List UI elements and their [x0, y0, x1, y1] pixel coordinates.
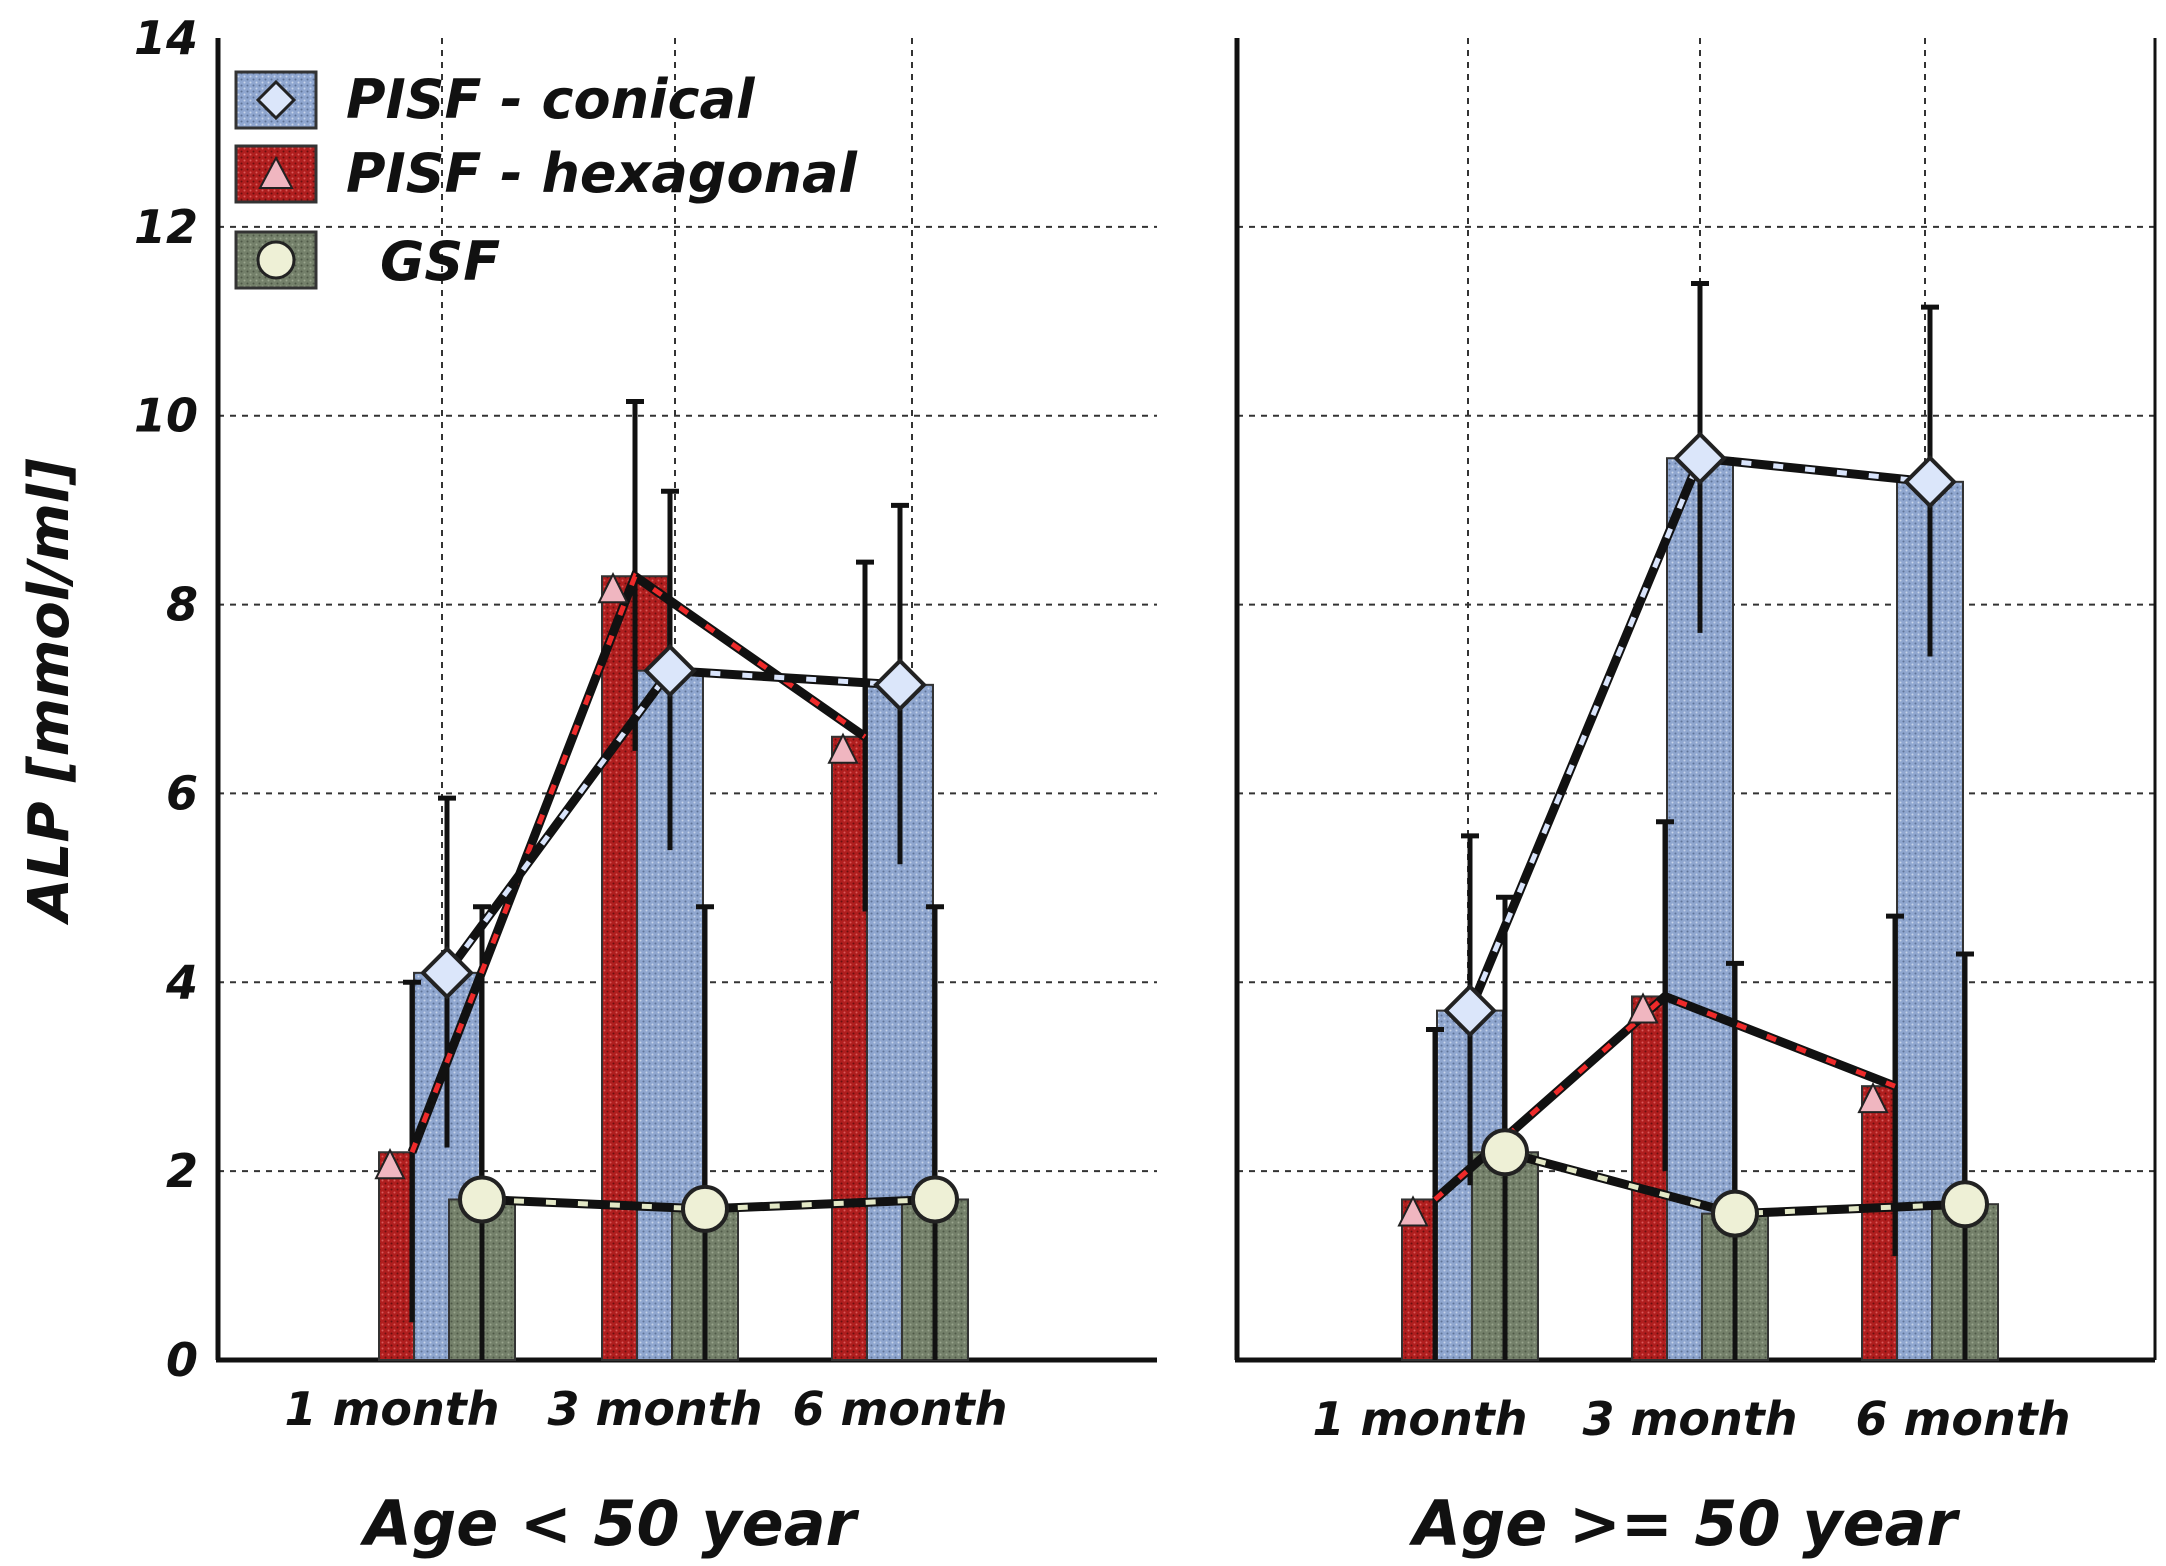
y-tick-label: 0: [166, 1333, 198, 1387]
point-hexagonal: [1627, 992, 1659, 1024]
y-axis-label: ALP [mmol/ml]: [17, 458, 82, 926]
y-tick-label: 2: [166, 1144, 198, 1198]
legend-label-gsf: GSF: [380, 230, 500, 293]
point-conical: [643, 643, 697, 698]
point-gsf: [1481, 1128, 1529, 1177]
x-tick-label: 3 month: [1582, 1392, 1797, 1446]
panel-age-under-50: 1 month 3 month 6 month: [215, 38, 1157, 1436]
point-conical: [1673, 431, 1727, 486]
y-tick-label: 14: [134, 11, 198, 65]
y-tick-labels: 0 2 4 6 8 10 12 14: [134, 11, 198, 1387]
series-line-accent-conical: [1467, 455, 1931, 1012]
legend-marker-hexagonal-icon: [258, 155, 294, 189]
y-tick-label: 12: [134, 200, 198, 254]
legend: PISF - conical PISF - hexagonal GSF: [234, 68, 858, 293]
series-line-accent-gsf: [1504, 1149, 1966, 1217]
x-tick-label: 6 month: [1855, 1392, 2070, 1446]
point-hexagonal: [1857, 1081, 1889, 1114]
x-tick-label: 1 month: [1312, 1392, 1527, 1446]
point-gsf: [1941, 1180, 1989, 1229]
x-tick-label: 3 month: [547, 1382, 762, 1436]
point-conical: [1903, 454, 1957, 509]
point-conical: [1443, 983, 1497, 1038]
point-conical: [873, 658, 927, 712]
legend-label-hexagonal: PISF - hexagonal: [346, 142, 858, 205]
point-hexagonal: [597, 572, 629, 604]
point-gsf: [1711, 1189, 1759, 1238]
series-line-accent-hexagonal: [409, 572, 867, 1154]
point-hexagonal: [1397, 1195, 1429, 1227]
legend-marker-gsf-icon: [256, 240, 296, 280]
panel-title-right: Age >= 50 year: [1408, 1487, 1961, 1560]
y-tick-label: 6: [166, 766, 198, 820]
point-gsf: [458, 1175, 506, 1224]
panel-age-50-plus: 1 month 3 month 6 month: [1234, 38, 2157, 1446]
legend-marker-conical-icon: [255, 79, 297, 121]
y-tick-label: 8: [166, 578, 198, 632]
panel-title-left: Age < 50 year: [359, 1487, 860, 1560]
y-tick-label: 10: [134, 389, 198, 443]
point-hexagonal: [827, 732, 859, 764]
point-conical: [420, 946, 474, 1000]
point-gsf: [681, 1184, 729, 1233]
point-gsf: [911, 1175, 959, 1224]
x-tick-label: 1 month: [284, 1382, 499, 1436]
legend-label-conical: PISF - conical: [346, 68, 756, 131]
point-hexagonal: [374, 1148, 406, 1180]
y-tick-label: 4: [165, 955, 198, 1009]
x-tick-label: 6 month: [792, 1382, 1007, 1436]
